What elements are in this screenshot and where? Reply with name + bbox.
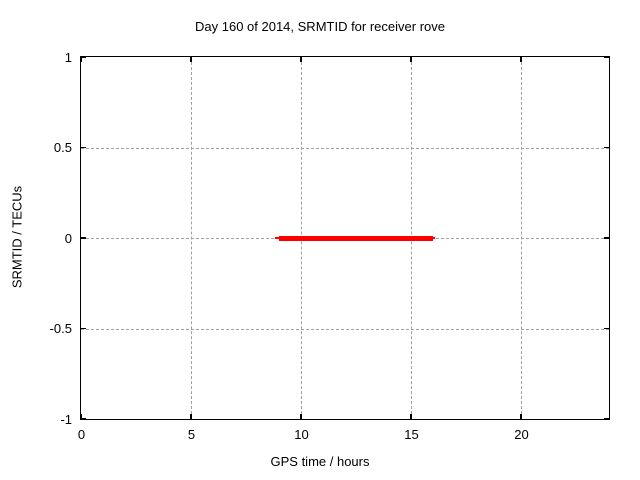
y-tick-mark <box>81 237 86 239</box>
data-series-line <box>279 235 433 241</box>
x-tick-label: 20 <box>514 427 529 442</box>
x-tick-mark <box>520 414 522 419</box>
y-tick-mark <box>604 56 609 58</box>
chart-title: Day 160 of 2014, SRMTID for receiver rov… <box>195 19 445 34</box>
y-tick-mark <box>81 146 86 149</box>
y-tick-label: 0 <box>64 230 72 246</box>
x-tick-mark <box>300 57 302 62</box>
x-tick-mark <box>80 414 82 419</box>
y-tick-mark <box>81 327 86 330</box>
x-axis-label: GPS time / hours <box>270 454 370 469</box>
plot-area <box>80 56 610 420</box>
x-tick-mark <box>410 414 412 419</box>
x-tick-label: 15 <box>404 427 419 442</box>
x-tick-mark <box>190 414 192 419</box>
x-tick-mark <box>190 57 192 62</box>
y-tick-mark <box>604 237 609 239</box>
x-tick-mark <box>300 414 302 419</box>
gridline-horizontal <box>81 328 609 330</box>
x-tick-mark <box>80 57 82 62</box>
x-tick-label: 0 <box>77 427 86 442</box>
x-tick-label: 5 <box>187 427 196 442</box>
y-tick-label: -0.5 <box>49 321 72 336</box>
y-tick-label: 0.5 <box>53 140 72 155</box>
y-tick-mark <box>81 418 86 420</box>
x-tick-mark <box>520 57 522 62</box>
x-tick-label: 10 <box>294 427 309 442</box>
y-tick-mark <box>604 146 609 149</box>
gridline-horizontal <box>81 147 609 149</box>
y-tick-label: -1 <box>60 411 72 427</box>
x-tick-mark <box>410 57 412 62</box>
y-tick-mark <box>604 418 609 420</box>
y-tick-label: 1 <box>64 49 72 65</box>
y-tick-mark <box>604 327 609 330</box>
y-tick-mark <box>81 56 86 58</box>
